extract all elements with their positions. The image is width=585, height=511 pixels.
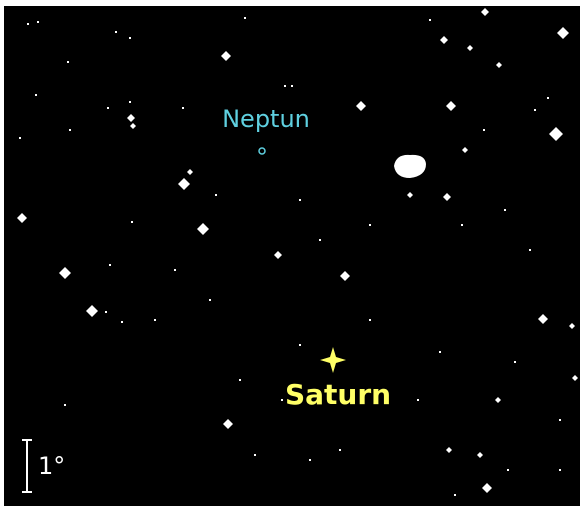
faint-star [115, 31, 117, 33]
sky-background [4, 6, 580, 506]
faint-star [174, 269, 176, 271]
faint-star [254, 454, 256, 456]
faint-star [109, 264, 111, 266]
star [187, 169, 193, 175]
faint-star [339, 449, 341, 451]
scale-label: 1° [38, 452, 65, 480]
faint-star [291, 85, 293, 87]
star [481, 8, 489, 16]
scale-bar [22, 439, 32, 493]
faint-star [182, 107, 184, 109]
moon [394, 154, 426, 178]
star [440, 36, 448, 44]
faint-star [131, 221, 133, 223]
faint-star [429, 19, 431, 21]
faint-star [64, 404, 66, 406]
faint-star [299, 199, 301, 201]
faint-star [239, 379, 241, 381]
faint-star [559, 469, 561, 471]
star [127, 114, 135, 122]
star [223, 419, 233, 429]
faint-star [547, 97, 549, 99]
star [572, 375, 578, 381]
star [446, 101, 456, 111]
faint-star [559, 419, 561, 421]
star [59, 267, 71, 279]
star [221, 51, 231, 61]
faint-star [369, 319, 371, 321]
saturn-marker [320, 347, 346, 373]
star [86, 305, 98, 317]
faint-star [121, 321, 123, 323]
star [462, 147, 468, 153]
faint-star [319, 239, 321, 241]
faint-star [284, 85, 286, 87]
star [569, 323, 575, 329]
star [356, 101, 366, 111]
star [557, 27, 569, 39]
star [549, 127, 563, 141]
saturn-label: Saturn [285, 378, 391, 411]
faint-star [19, 137, 21, 139]
star [274, 251, 282, 259]
faint-star [281, 399, 283, 401]
faint-star [107, 107, 109, 109]
star [130, 123, 136, 129]
faint-star [209, 299, 211, 301]
faint-star [215, 194, 217, 196]
faint-star [514, 361, 516, 363]
star [446, 447, 452, 453]
faint-star [69, 129, 71, 131]
neptune-label: Neptun [222, 105, 310, 133]
faint-star [244, 17, 246, 19]
neptune-marker [258, 147, 266, 155]
faint-star [369, 224, 371, 226]
star [407, 192, 413, 198]
faint-star [504, 209, 506, 211]
faint-star [129, 101, 131, 103]
star [495, 397, 501, 403]
faint-star [454, 494, 456, 496]
star [477, 452, 483, 458]
faint-star [154, 319, 156, 321]
stars [17, 8, 578, 496]
faint-star [129, 37, 131, 39]
star [178, 178, 190, 190]
faint-star [483, 129, 485, 131]
faint-star [439, 351, 441, 353]
star [17, 213, 27, 223]
star [496, 62, 502, 68]
star [482, 483, 492, 493]
faint-star [417, 399, 419, 401]
star [197, 223, 209, 235]
faint-star [37, 21, 39, 23]
faint-star [27, 23, 29, 25]
faint-star [309, 459, 311, 461]
faint-star [507, 469, 509, 471]
star [467, 45, 473, 51]
star [340, 271, 350, 281]
faint-star [105, 311, 107, 313]
faint-star [529, 249, 531, 251]
star [538, 314, 548, 324]
faint-star [534, 109, 536, 111]
faint-star [299, 344, 301, 346]
star [443, 193, 451, 201]
faint-star [67, 61, 69, 63]
faint-star [35, 94, 37, 96]
faint-star [461, 224, 463, 226]
